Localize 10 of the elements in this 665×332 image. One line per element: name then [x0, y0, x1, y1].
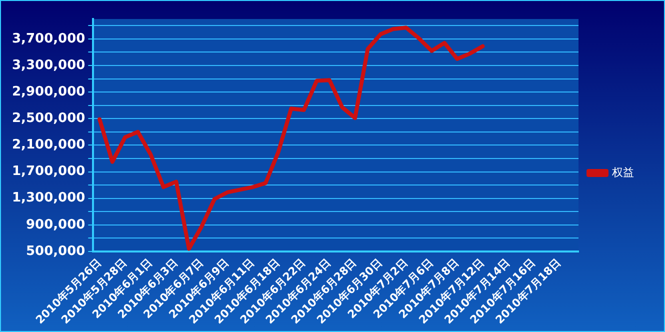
legend-label: 权益	[611, 166, 634, 179]
y-tick-label: 1,300,000	[12, 190, 86, 206]
y-tick-label: 3,300,000	[12, 58, 86, 73]
y-tick-label: 2,100,000	[12, 138, 86, 153]
y-tick-label: 500,000	[26, 244, 86, 259]
y-tick-label: 2,900,000	[12, 84, 86, 100]
y-tick-label: 2,500,000	[12, 110, 86, 126]
y-tick-label: 900,000	[26, 217, 86, 232]
y-tick-label: 1,700,000	[12, 164, 86, 180]
y-tick-label: 3,700,000	[12, 31, 86, 46]
